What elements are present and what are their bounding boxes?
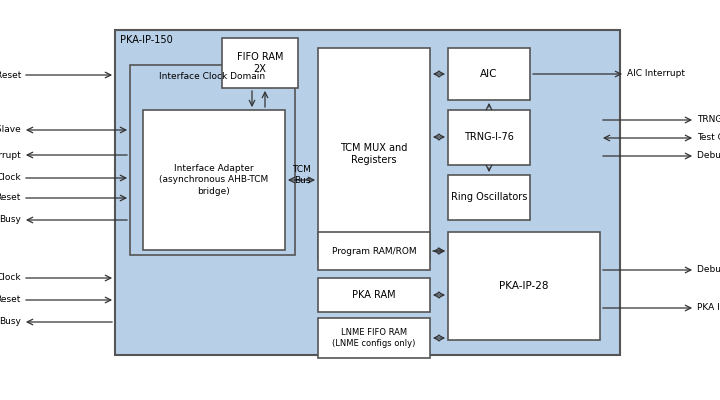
Text: Slave Error Interrupt: Slave Error Interrupt [0,150,21,160]
Text: Debug View Signals: Debug View Signals [697,152,720,160]
Text: AHB Slave: AHB Slave [0,126,21,134]
Text: Clock: Clock [0,174,21,182]
Text: Busy: Busy [0,318,21,326]
Text: Reset: Reset [0,194,21,202]
Bar [143,110,285,250]
Text: Debug View Signals: Debug View Signals [697,266,720,274]
Bar [318,232,430,270]
Bar [448,110,530,165]
Text: AIC: AIC [480,69,498,79]
Text: Reset: Reset [0,296,21,304]
Text: LNME FIFO RAM
(LNME configs only): LNME FIFO RAM (LNME configs only) [333,328,415,348]
Text: PKA RAM: PKA RAM [352,290,396,300]
Text: TRNG Interrupt: TRNG Interrupt [697,116,720,124]
Bar [448,232,600,340]
Bar [130,65,295,255]
Bar [222,38,298,88]
Text: PKA-IP-150: PKA-IP-150 [120,35,173,45]
Text: Clock: Clock [0,274,21,282]
Text: PKA-IP-28: PKA-IP-28 [499,281,549,291]
Bar [448,48,530,100]
Bar [448,175,530,220]
Text: Busy: Busy [0,216,21,224]
Text: Program RAM/ROM: Program RAM/ROM [332,246,416,256]
Text: Interface Adapter
(asynchronous AHB-TCM
bridge): Interface Adapter (asynchronous AHB-TCM … [159,164,269,196]
Text: Interface Clock Domain: Interface Clock Domain [159,72,266,81]
Bar [318,278,430,312]
Bar [115,30,620,355]
Text: TCM
Bus: TCM Bus [292,165,312,185]
Text: Test Control Signals: Test Control Signals [697,134,720,142]
Text: FIFO RAM
2X: FIFO RAM 2X [237,52,283,74]
Text: PKA Interrupt: PKA Interrupt [697,304,720,312]
Bar [318,48,430,260]
Text: AIC Interrupt: AIC Interrupt [627,70,685,78]
Text: Ring Oscillators: Ring Oscillators [451,192,527,202]
Text: Sw Reset: Sw Reset [0,70,21,80]
Bar [318,318,430,358]
Text: TRNG-I-76: TRNG-I-76 [464,132,514,142]
Text: TCM MUX and
Registers: TCM MUX and Registers [341,143,408,165]
